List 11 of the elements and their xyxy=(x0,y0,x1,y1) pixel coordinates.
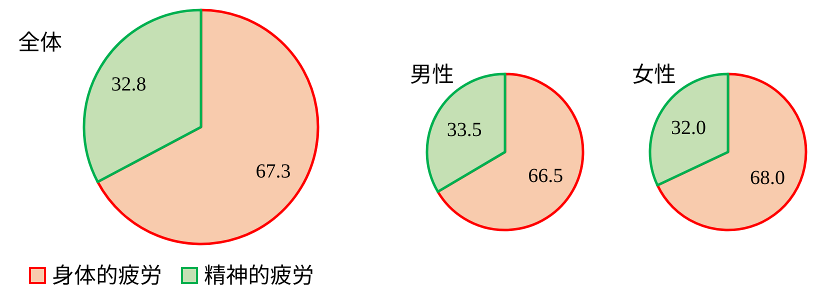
chart-title: 女性 xyxy=(632,57,676,89)
data-label: 32.0 xyxy=(670,116,706,139)
data-label: 68.0 xyxy=(750,167,786,190)
data-label: 67.3 xyxy=(256,160,291,182)
data-label: 32.8 xyxy=(111,74,146,96)
text: 全体 xyxy=(18,25,62,57)
data-label: 66.5 xyxy=(528,165,564,188)
chart-title: 男性 xyxy=(410,57,454,89)
legend-label: 精神的疲労 xyxy=(204,258,314,290)
legend-label: 身体的疲労 xyxy=(52,258,162,290)
data-label: 33.5 xyxy=(446,118,482,141)
